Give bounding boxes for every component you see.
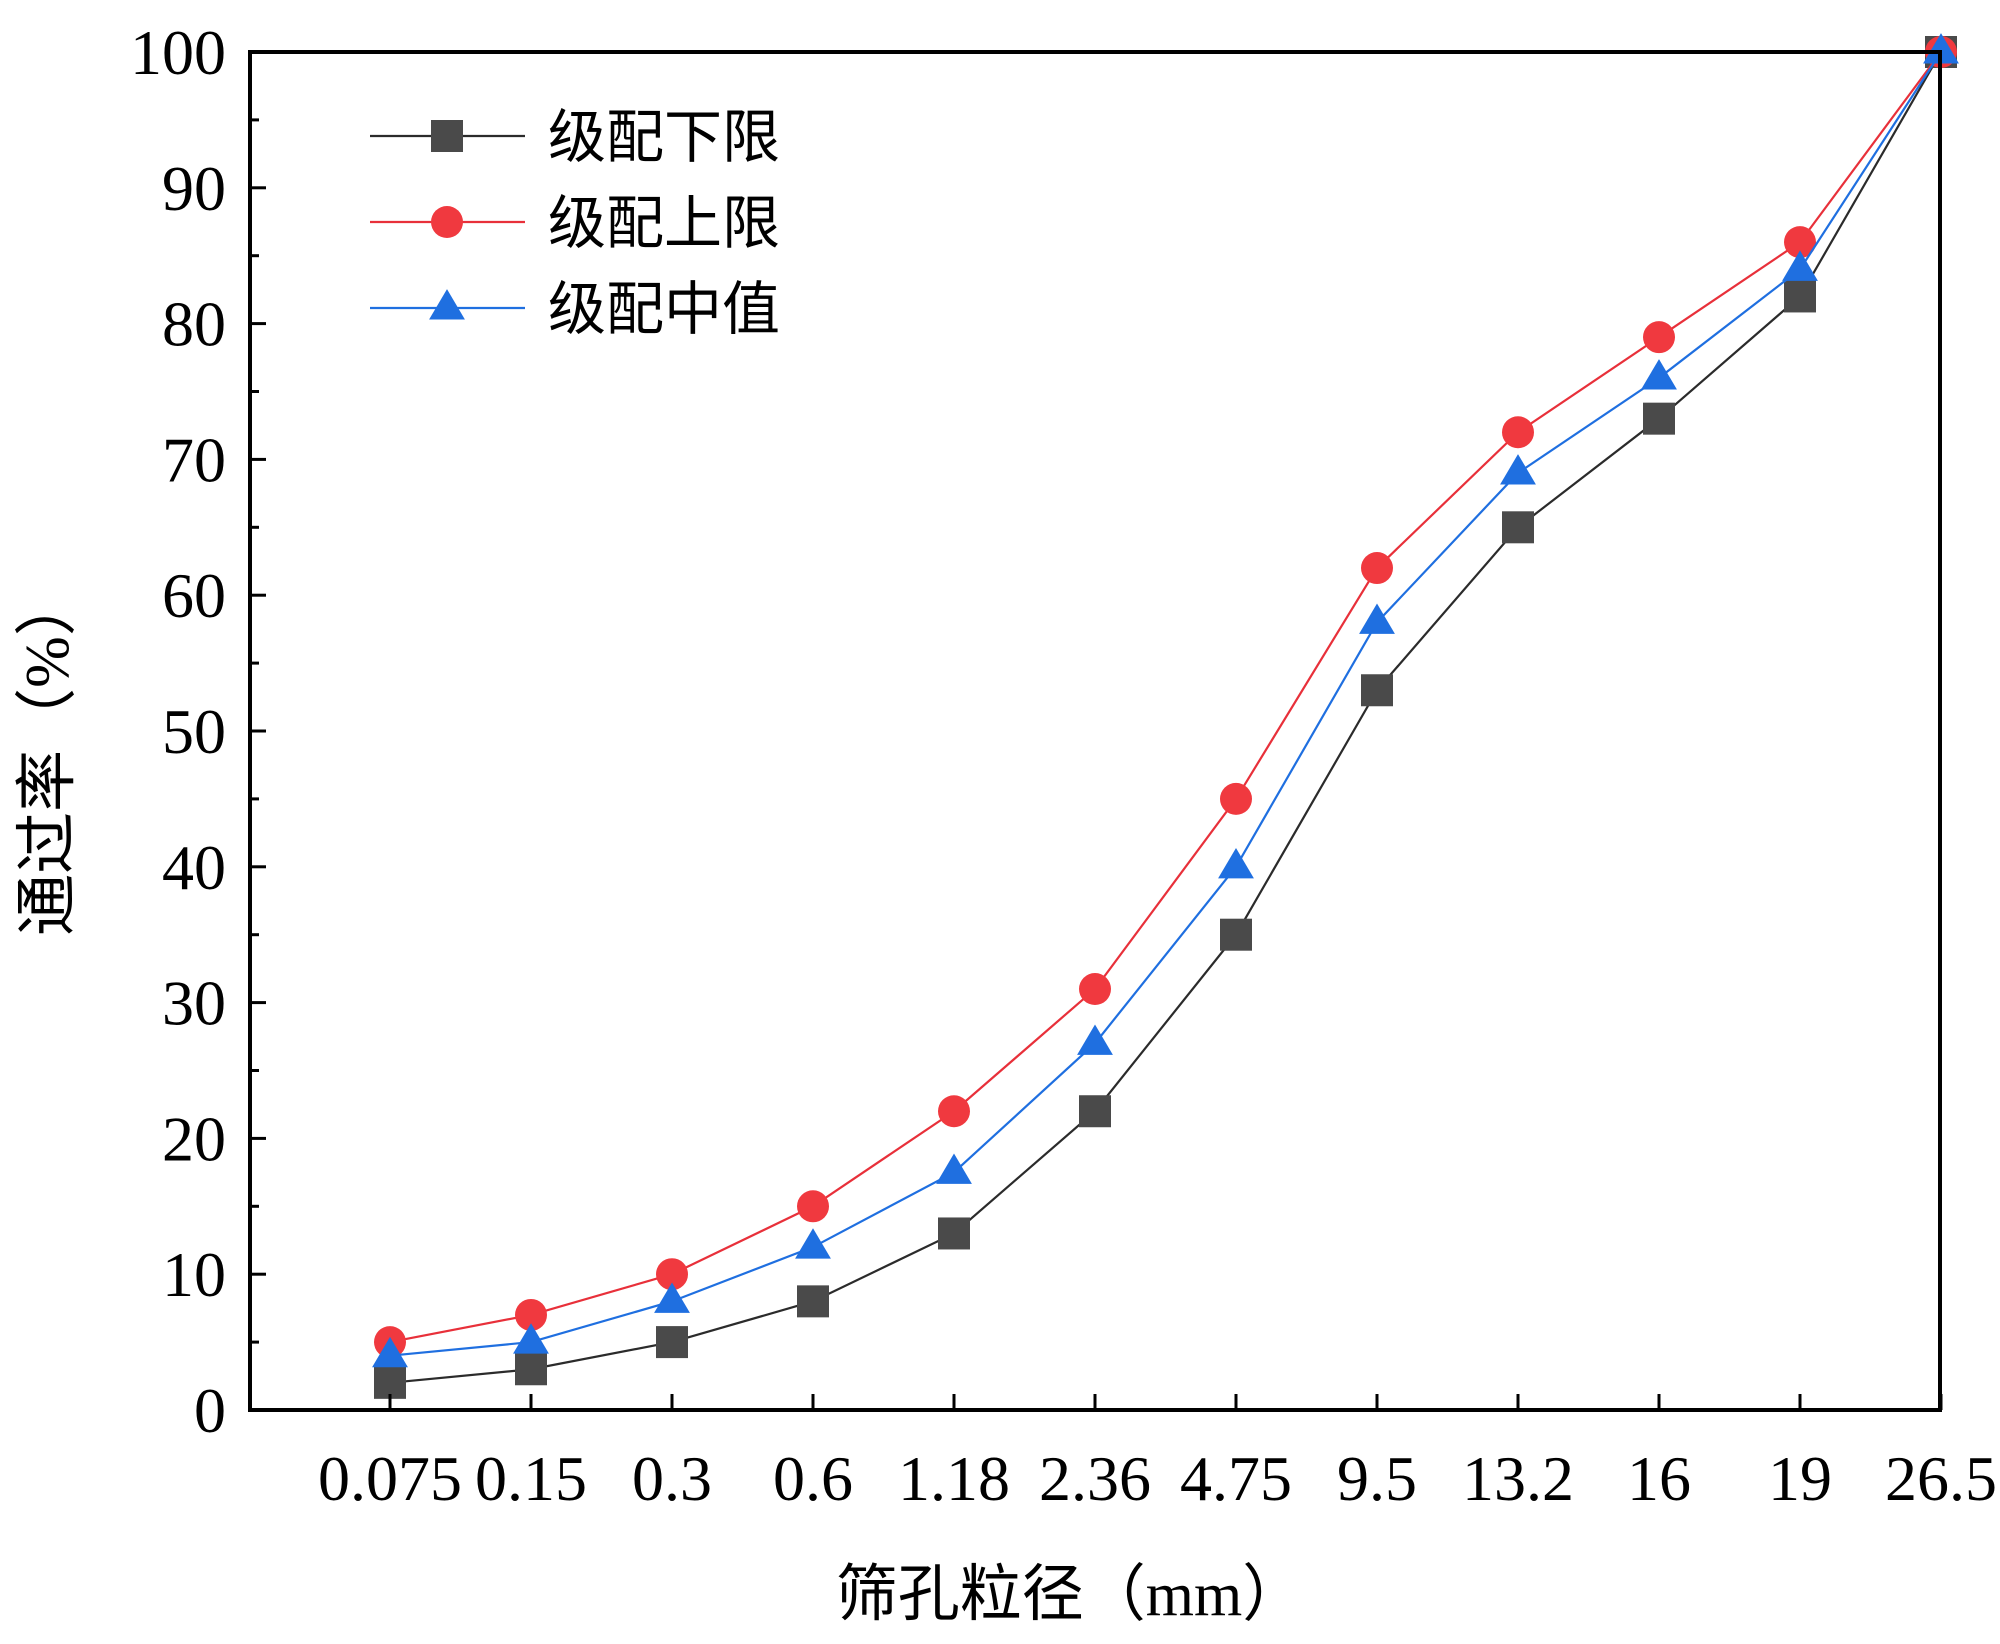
legend-marker bbox=[429, 289, 465, 320]
data-point bbox=[1643, 321, 1675, 354]
legend-marker bbox=[431, 206, 463, 238]
y-tick-label: 10 bbox=[162, 1239, 226, 1310]
data-point bbox=[1220, 782, 1252, 815]
x-tick-label: 16 bbox=[1627, 1443, 1691, 1514]
y-axis-title: 通过率（%） bbox=[14, 574, 82, 936]
data-point bbox=[1502, 416, 1534, 449]
x-tick-label: 2.36 bbox=[1039, 1443, 1151, 1514]
data-point bbox=[656, 1258, 688, 1291]
series-3 bbox=[372, 33, 1959, 1368]
data-point bbox=[1641, 359, 1677, 390]
data-point bbox=[1784, 280, 1816, 313]
data-point bbox=[1500, 454, 1536, 485]
x-tick-label: 19 bbox=[1768, 1443, 1832, 1514]
series-line bbox=[389, 51, 1942, 1344]
x-tick-label: 1.18 bbox=[898, 1443, 1010, 1514]
series-line bbox=[389, 51, 1942, 1357]
y-tick-label: 40 bbox=[162, 832, 226, 903]
data-point bbox=[515, 1298, 547, 1331]
data-point bbox=[936, 1153, 972, 1184]
data-point bbox=[1079, 973, 1111, 1006]
x-tick-label: 0.075 bbox=[318, 1443, 462, 1514]
legend-label: 级配上限 bbox=[548, 191, 780, 256]
axes-layer: 0 10 20 30 40 50 60 70 80 90 100 0.075 0.15 0.3 0.6 1.1… bbox=[130, 17, 1997, 1514]
legend-item-2: 级配上限 bbox=[370, 191, 780, 256]
x-tick-label: 0.6 bbox=[773, 1443, 853, 1514]
data-point bbox=[1784, 226, 1816, 259]
data-point bbox=[1077, 1024, 1113, 1055]
data-point bbox=[1361, 674, 1393, 707]
x-tick-label: 0.15 bbox=[475, 1443, 587, 1514]
y-tick-label: 0 bbox=[194, 1375, 226, 1446]
x-tick-label: 0.3 bbox=[632, 1443, 712, 1514]
x-tick-label: 9.5 bbox=[1337, 1443, 1417, 1514]
data-point bbox=[374, 1366, 406, 1399]
series-2 bbox=[374, 36, 1957, 1359]
y-tick-label: 20 bbox=[162, 1103, 226, 1174]
x-tick-label: 13.2 bbox=[1462, 1443, 1574, 1514]
data-point bbox=[797, 1285, 829, 1318]
legend-label: 级配中值 bbox=[548, 277, 780, 342]
data-point bbox=[656, 1326, 688, 1359]
data-point bbox=[1359, 603, 1395, 634]
data-point bbox=[795, 1228, 831, 1259]
x-tick-label: 4.75 bbox=[1180, 1443, 1292, 1514]
data-point bbox=[1218, 847, 1254, 879]
x-axis-title: 筛孔粒径（mm） bbox=[836, 1561, 1304, 1629]
data-point bbox=[372, 1336, 408, 1368]
data-point bbox=[1923, 33, 1959, 64]
y-tick-label: 30 bbox=[162, 968, 226, 1039]
y-tick-label: 70 bbox=[162, 424, 226, 495]
data-point bbox=[1643, 402, 1675, 435]
y-tick-label: 50 bbox=[162, 696, 226, 767]
data-point bbox=[515, 1353, 547, 1386]
data-point bbox=[654, 1282, 690, 1313]
series-layer bbox=[372, 33, 1959, 1399]
legend-item-3: 级配中值 bbox=[370, 277, 780, 342]
data-point bbox=[938, 1217, 970, 1250]
series-line bbox=[389, 51, 1942, 1384]
legend-label: 级配下限 bbox=[548, 105, 780, 170]
data-point bbox=[1502, 511, 1534, 544]
data-point bbox=[938, 1095, 970, 1128]
y-tick-label: 80 bbox=[162, 289, 226, 360]
data-point bbox=[1220, 918, 1252, 951]
data-point bbox=[513, 1323, 549, 1354]
y-tick-label: 100 bbox=[130, 17, 226, 88]
series-1 bbox=[374, 36, 1957, 1399]
y-tick-label: 60 bbox=[162, 560, 226, 631]
x-tick-label: 26.5 bbox=[1885, 1443, 1997, 1514]
legend-item-1: 级配下限 bbox=[370, 105, 780, 170]
data-point bbox=[1782, 250, 1818, 281]
data-point bbox=[797, 1190, 829, 1223]
data-point bbox=[1361, 552, 1393, 585]
plot-frame bbox=[248, 50, 1942, 1412]
legend-marker bbox=[431, 120, 463, 152]
y-tick-label: 90 bbox=[162, 153, 226, 224]
data-point bbox=[1079, 1095, 1111, 1128]
